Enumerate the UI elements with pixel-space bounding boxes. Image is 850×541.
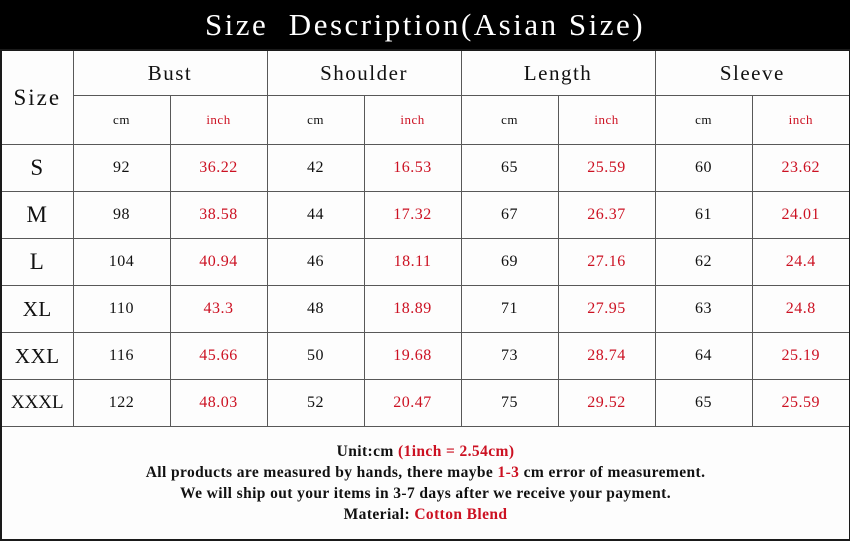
table-row: M 98 38.58 44 17.32 67 26.37 61 24.01 (0, 191, 850, 239)
cell-shoulder-inch: 17.32 (363, 191, 462, 239)
header-unit-bust-inch: inch (169, 95, 268, 145)
header-group-bust: Bust (72, 49, 268, 96)
cell-bust-inch: 45.66 (169, 332, 268, 380)
cell-sleeve-cm: 62 (654, 238, 753, 286)
note-material-value: Cotton Blend (414, 506, 508, 523)
cell-shoulder-cm: 46 (266, 238, 365, 286)
cell-bust-cm: 116 (72, 332, 171, 380)
cell-sleeve-inch: 23.62 (751, 144, 850, 192)
table-row: S 92 36.22 42 16.53 65 25.59 60 23.62 (0, 144, 850, 192)
table-row: L 104 40.94 46 18.11 69 27.16 62 24.4 (0, 238, 850, 286)
cell-bust-inch: 40.94 (169, 238, 268, 286)
cell-shoulder-inch: 18.89 (363, 285, 462, 333)
header-unit-length-inch: inch (557, 95, 656, 145)
header-unit-length-cm: cm (460, 95, 559, 145)
cell-shoulder-cm: 50 (266, 332, 365, 380)
page-title: Size Description(Asian Size) (204, 6, 646, 42)
note-line-shipping: We will ship out your items in 3-7 days … (180, 485, 672, 502)
cell-size: M (0, 191, 74, 239)
cell-length-cm: 69 (460, 238, 559, 286)
note-line-measurement: All products are measured by hands, ther… (2, 462, 849, 483)
cell-sleeve-cm: 63 (654, 285, 753, 333)
note-measure-error: 1-3 (497, 464, 520, 481)
cell-sleeve-inch: 24.01 (751, 191, 850, 239)
cell-bust-inch: 38.58 (169, 191, 268, 239)
cell-size: S (0, 144, 74, 192)
cell-shoulder-cm: 42 (266, 144, 365, 192)
cell-length-cm: 75 (460, 379, 559, 427)
cell-length-cm: 73 (460, 332, 559, 380)
cell-shoulder-cm: 48 (266, 285, 365, 333)
cell-size: XXXL (0, 379, 74, 427)
note-unit-label: Unit:cm (336, 443, 398, 460)
cell-bust-cm: 110 (72, 285, 171, 333)
note-measure-b: cm error of measurement. (519, 464, 706, 481)
table-row: XXL 116 45.66 50 19.68 73 28.74 64 25.19 (0, 332, 850, 380)
cell-length-inch: 27.95 (557, 285, 656, 333)
header-unit-sleeve-cm: cm (654, 95, 753, 145)
cell-size: XXL (0, 332, 74, 380)
cell-bust-inch: 48.03 (169, 379, 268, 427)
cell-sleeve-cm: 61 (654, 191, 753, 239)
cell-shoulder-inch: 20.47 (363, 379, 462, 427)
size-table: Size Bust Shoulder Length Sleeve cm inch… (0, 49, 850, 541)
header-group-length: Length (460, 49, 656, 96)
cell-bust-cm: 122 (72, 379, 171, 427)
size-table-container: Size Bust Shoulder Length Sleeve cm inch… (0, 48, 850, 541)
cell-length-cm: 67 (460, 191, 559, 239)
cell-sleeve-inch: 25.59 (751, 379, 850, 427)
cell-sleeve-inch: 24.8 (751, 285, 850, 333)
cell-sleeve-cm: 60 (654, 144, 753, 192)
cell-shoulder-inch: 18.11 (363, 238, 462, 286)
cell-sleeve-inch: 25.19 (751, 332, 850, 380)
cell-shoulder-inch: 16.53 (363, 144, 462, 192)
header-unit-shoulder-cm: cm (266, 95, 365, 145)
cell-bust-inch: 36.22 (169, 144, 268, 192)
header-group-shoulder: Shoulder (266, 49, 462, 96)
cell-length-cm: 71 (460, 285, 559, 333)
note-line-material: Material: Cotton Blend (2, 504, 849, 525)
cell-sleeve-cm: 64 (654, 332, 753, 380)
cell-sleeve-inch: 24.4 (751, 238, 850, 286)
cell-bust-cm: 104 (72, 238, 171, 286)
table-header-unit-row: cm inch cm inch cm inch cm inch (1, 95, 850, 145)
cell-length-inch: 29.52 (557, 379, 656, 427)
cell-length-inch: 28.74 (557, 332, 656, 380)
footer-note: Unit:cm (1inch = 2.54cm) All products ar… (0, 426, 850, 541)
cell-shoulder-inch: 19.68 (363, 332, 462, 380)
cell-length-inch: 25.59 (557, 144, 656, 192)
chart-title-band: Size Description(Asian Size) (0, 0, 850, 48)
cell-bust-cm: 98 (72, 191, 171, 239)
cell-sleeve-cm: 65 (654, 379, 753, 427)
cell-length-inch: 26.37 (557, 191, 656, 239)
cell-bust-cm: 92 (72, 144, 171, 192)
header-unit-bust-cm: cm (72, 95, 171, 145)
table-header-group-row: Size Bust Shoulder Length Sleeve (0, 49, 850, 145)
footer-note-row: Unit:cm (1inch = 2.54cm) All products ar… (0, 426, 850, 541)
cell-length-inch: 27.16 (557, 238, 656, 286)
cell-shoulder-cm: 52 (266, 379, 365, 427)
cell-size: XL (0, 285, 74, 333)
header-group-sleeve: Sleeve (654, 49, 850, 96)
cell-shoulder-cm: 44 (266, 191, 365, 239)
cell-size: L (0, 238, 74, 286)
cell-length-cm: 65 (460, 144, 559, 192)
table-row: XXXL 122 48.03 52 20.47 75 29.52 65 25.5… (0, 379, 850, 427)
header-size: Size (0, 49, 74, 145)
cell-bust-inch: 43.3 (169, 285, 268, 333)
header-unit-sleeve-inch: inch (751, 95, 850, 145)
note-measure-a: All products are measured by hands, ther… (145, 464, 498, 481)
table-row: XL 110 43.3 48 18.89 71 27.95 63 24.8 (0, 285, 850, 333)
note-material-label: Material: (343, 506, 415, 523)
note-unit-conversion: (1inch = 2.54cm) (397, 443, 515, 460)
note-line-unit: Unit:cm (1inch = 2.54cm) (2, 441, 849, 462)
header-unit-shoulder-inch: inch (363, 95, 462, 145)
